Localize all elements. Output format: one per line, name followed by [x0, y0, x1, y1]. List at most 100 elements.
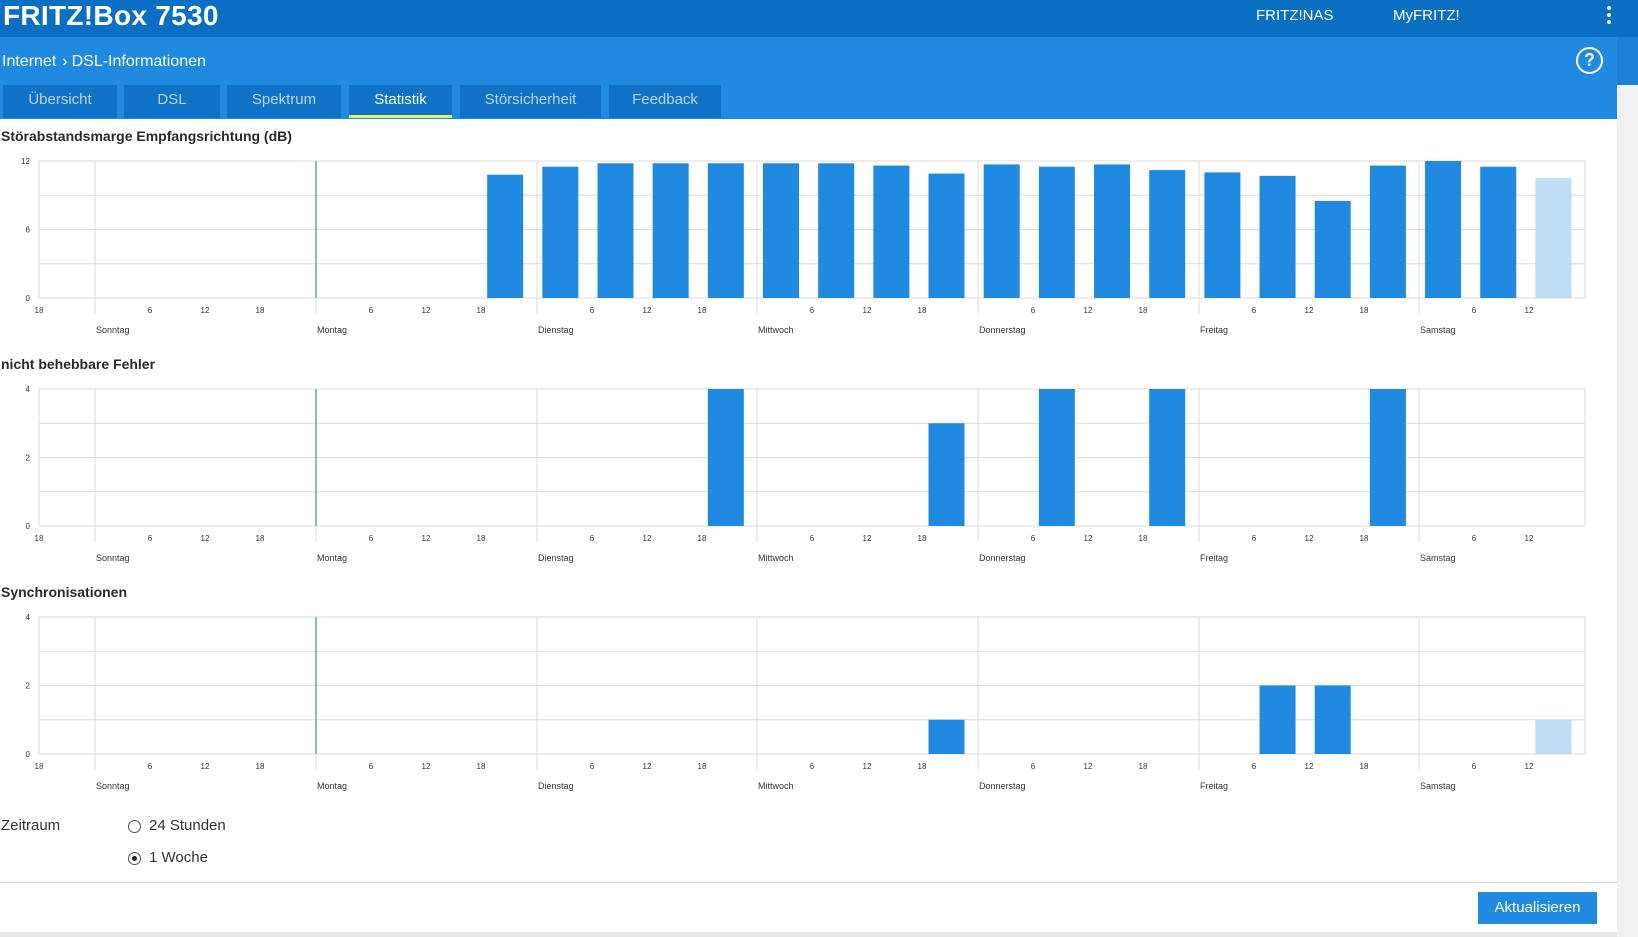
day-label: Donnerstag: [979, 325, 1026, 335]
radio-24-stunden[interactable]: [128, 820, 141, 833]
bar: [1369, 389, 1406, 526]
x-tick-label: 12: [422, 306, 431, 315]
x-tick-label: 6: [369, 306, 374, 315]
help-icon[interactable]: ?: [1576, 47, 1603, 74]
myfritz-link[interactable]: MyFRITZ!: [1393, 7, 1460, 24]
fritznas-link[interactable]: FRITZ!NAS: [1256, 7, 1334, 24]
x-tick-label: 6: [1031, 762, 1036, 771]
day-label: Mittwoch: [758, 781, 794, 791]
bar: [928, 423, 965, 526]
bar: [1204, 172, 1241, 298]
bar: [1314, 200, 1351, 298]
x-tick-label: 12: [1084, 762, 1093, 771]
chart-title-snr: Störabstandsmarge Empfangsrichtung (dB): [1, 128, 292, 144]
y-tick-label: 4: [26, 613, 31, 622]
breadcrumb: Internet › DSL-Informationen: [2, 37, 206, 85]
x-tick-label: 12: [201, 762, 210, 771]
x-tick-label: 12: [422, 762, 431, 771]
x-tick-label: 12: [1305, 534, 1314, 543]
x-tick-label: 6: [1252, 534, 1257, 543]
bar: [873, 165, 910, 298]
day-label: Dienstag: [538, 325, 574, 335]
chart-title-errors: nicht behebbare Fehler: [1, 356, 156, 372]
x-tick-label: 6: [810, 762, 815, 771]
x-tick-label: 18: [918, 306, 927, 315]
bar: [1149, 389, 1186, 526]
scrollbar-track[interactable]: [1617, 37, 1638, 937]
day-label: Mittwoch: [758, 325, 794, 335]
x-tick-label: 18: [35, 762, 44, 771]
x-tick-label: 18: [256, 762, 265, 771]
tab-feedback[interactable]: Feedback: [609, 85, 721, 118]
x-tick-label: 18: [35, 534, 44, 543]
bar: [983, 164, 1020, 298]
tab-statistik[interactable]: Statistik: [349, 85, 452, 118]
day-label: Dienstag: [538, 553, 574, 563]
x-tick-label: 6: [1472, 762, 1477, 771]
x-tick-label: 6: [590, 534, 595, 543]
period-label: Zeitraum: [1, 817, 61, 834]
x-tick-label: 6: [369, 534, 374, 543]
x-tick-label: 18: [477, 762, 486, 771]
bar: [1038, 389, 1075, 526]
x-tick-label: 6: [1031, 306, 1036, 315]
bar-current: [1535, 178, 1572, 298]
vertical-dots-icon[interactable]: [1606, 6, 1612, 28]
x-tick-label: 18: [918, 762, 927, 771]
x-tick-label: 12: [422, 534, 431, 543]
tab-stoersicherheit[interactable]: Störsicherheit: [460, 85, 601, 118]
bar: [542, 166, 579, 298]
y-tick-label: 6: [26, 226, 31, 235]
x-tick-label: 6: [1252, 306, 1257, 315]
x-tick-label: 12: [1084, 306, 1093, 315]
x-tick-label: 12: [863, 762, 872, 771]
y-tick-label: 2: [26, 454, 31, 463]
x-tick-label: 18: [1360, 534, 1369, 543]
chevron-right-icon: ›: [62, 53, 68, 70]
x-tick-label: 12: [1305, 762, 1314, 771]
bar: [1369, 165, 1406, 298]
x-tick-label: 12: [1525, 762, 1534, 771]
bar: [1480, 166, 1517, 298]
synchronizations-chart: 0 2 4 18 6 12 18 6 12 18 6 12 18 6 12 18 6 12 18 6 12 18 6 12 So…: [26, 613, 1586, 791]
bar: [1149, 170, 1186, 298]
y-tick-label: 2: [26, 682, 31, 691]
chart-title-sync: Synchronisationen: [1, 584, 128, 600]
x-tick-label: 6: [1472, 306, 1477, 315]
refresh-button[interactable]: Aktualisieren: [1478, 892, 1597, 924]
bar: [597, 163, 634, 298]
bar-current: [1535, 719, 1572, 754]
day-label: Sonntag: [96, 325, 130, 335]
radio-label-1-woche: 1 Woche: [149, 849, 208, 866]
radio-label-24-stunden: 24 Stunden: [149, 817, 226, 834]
day-label: Samstag: [1420, 325, 1456, 335]
day-label: Freitag: [1200, 553, 1228, 563]
day-label: Freitag: [1200, 325, 1228, 335]
day-label: Freitag: [1200, 781, 1228, 791]
x-tick-label: 12: [643, 534, 652, 543]
x-tick-label: 18: [1139, 306, 1148, 315]
tab-spektrum[interactable]: Spektrum: [227, 85, 341, 118]
x-tick-label: 12: [643, 762, 652, 771]
tab-uebersicht[interactable]: Übersicht: [3, 85, 117, 118]
x-tick-label: 18: [477, 534, 486, 543]
bar: [1314, 685, 1351, 754]
day-label: Sonntag: [96, 781, 130, 791]
x-tick-label: 18: [256, 306, 265, 315]
bar: [707, 389, 744, 526]
bar: [1259, 685, 1296, 754]
radio-1-woche[interactable]: [128, 852, 141, 865]
x-tick-label: 18: [918, 534, 927, 543]
x-tick-label: 18: [1139, 534, 1148, 543]
x-tick-label: 6: [1031, 534, 1036, 543]
y-tick-label: 0: [26, 750, 31, 759]
x-tick-label: 6: [590, 306, 595, 315]
bar: [652, 163, 689, 298]
breadcrumb-internet[interactable]: Internet: [2, 53, 57, 70]
bar: [1038, 166, 1075, 298]
day-label: Samstag: [1420, 781, 1456, 791]
tab-dsl[interactable]: DSL: [124, 85, 220, 118]
bar: [707, 163, 744, 298]
x-tick-label: 12: [643, 306, 652, 315]
day-label: Dienstag: [538, 781, 574, 791]
